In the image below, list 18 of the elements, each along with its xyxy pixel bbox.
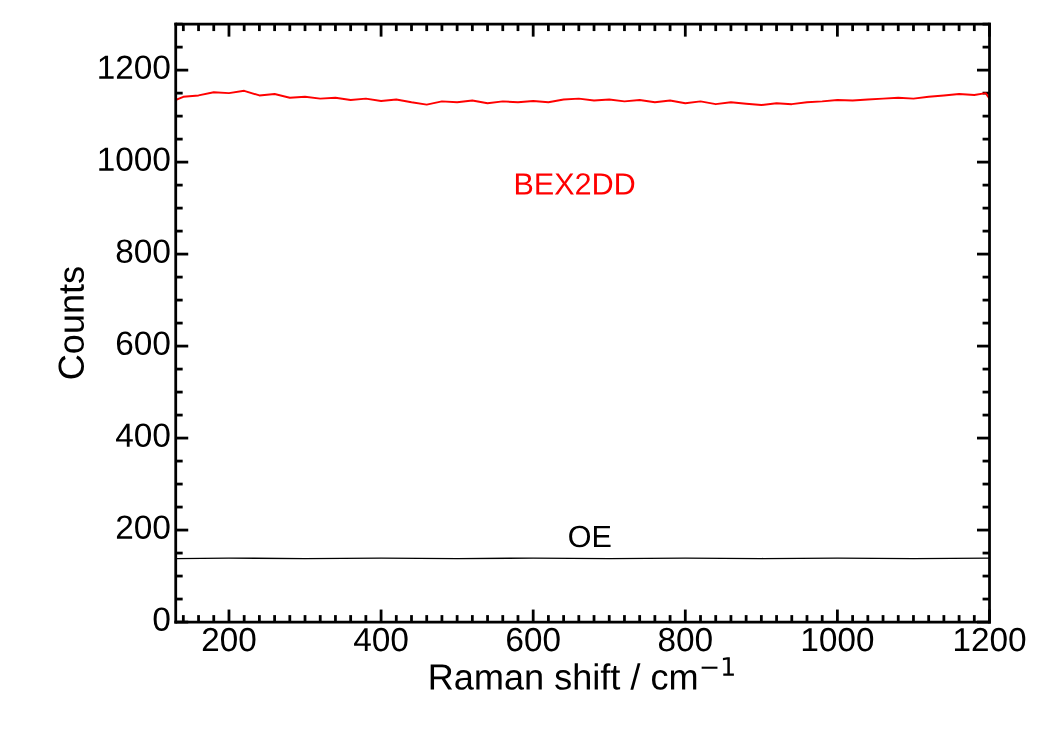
x-tick-label: 1000 bbox=[802, 627, 874, 652]
y-tick-label: 200 bbox=[116, 515, 170, 540]
x-tick-label: 800 bbox=[658, 627, 712, 652]
y-tick-label: 600 bbox=[116, 331, 170, 356]
y-axis-title: Counts bbox=[58, 267, 85, 379]
text: BEX2DD bbox=[515, 173, 635, 195]
line-series bbox=[175, 89, 990, 107]
x-tick-label: 200 bbox=[202, 627, 256, 652]
x-tick-label: 1200 bbox=[954, 627, 1026, 652]
y-tick-label: 1200 bbox=[99, 55, 170, 80]
y-tick-label: 0 bbox=[153, 607, 170, 631]
x-tick-label: 400 bbox=[354, 627, 408, 652]
x-tick-label: 600 bbox=[507, 627, 560, 652]
x-axis-title: Raman shift / cm$^{−1}$ bbox=[430, 657, 734, 690]
series-label: OE bbox=[569, 525, 611, 548]
y-tick-label: 1000 bbox=[99, 147, 170, 172]
y-tick-label: 800 bbox=[116, 239, 170, 264]
y-tick-label: 400 bbox=[116, 423, 170, 448]
